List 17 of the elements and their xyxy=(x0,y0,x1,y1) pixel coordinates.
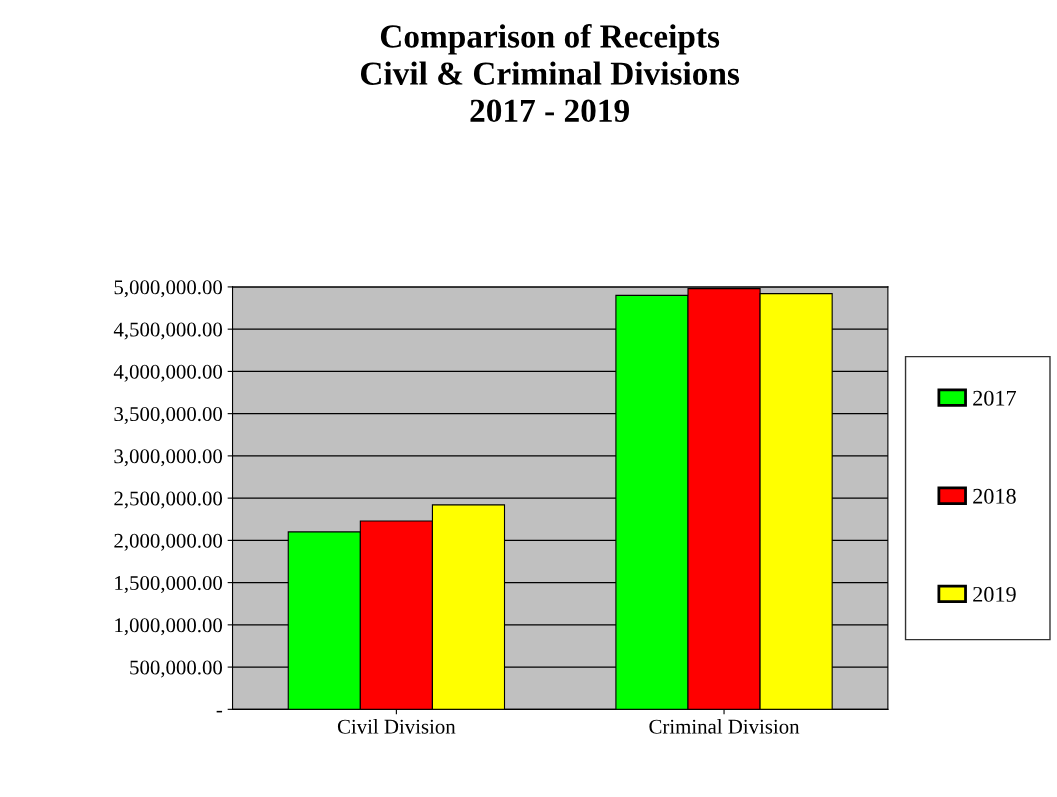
y-tick-label: 500,000.00 xyxy=(130,660,223,678)
chart-title: Comparison of Receipts Civil & Criminal Divisions 2017 - 2019 xyxy=(360,23,740,123)
y-tick-label: 1,500,000.00 xyxy=(115,575,223,594)
y-tick-label: 3,500,000.00 xyxy=(114,407,223,425)
x-tick-label: Civil Division xyxy=(337,719,456,734)
y-tick-label: - xyxy=(216,710,223,713)
legend-label: 2018 xyxy=(973,488,1016,504)
y-tick-label: 4,000,000.00 xyxy=(113,364,223,382)
y-tick-label: 4,500,000.00 xyxy=(113,322,223,340)
y-tick-label: 3,000,000.00 xyxy=(114,449,223,467)
y-tick-label: 2,500,000.00 xyxy=(114,491,223,509)
y-tick-label: 1,000,000.00 xyxy=(115,618,223,636)
legend-label: 2019 xyxy=(973,586,1016,602)
y-tick-label: 2,000,000.00 xyxy=(114,533,223,551)
legend-label: 2017 xyxy=(973,390,1017,406)
y-tick-label: 5,000,000.00 xyxy=(114,280,223,298)
x-tick-label: Criminal Division xyxy=(649,719,800,734)
